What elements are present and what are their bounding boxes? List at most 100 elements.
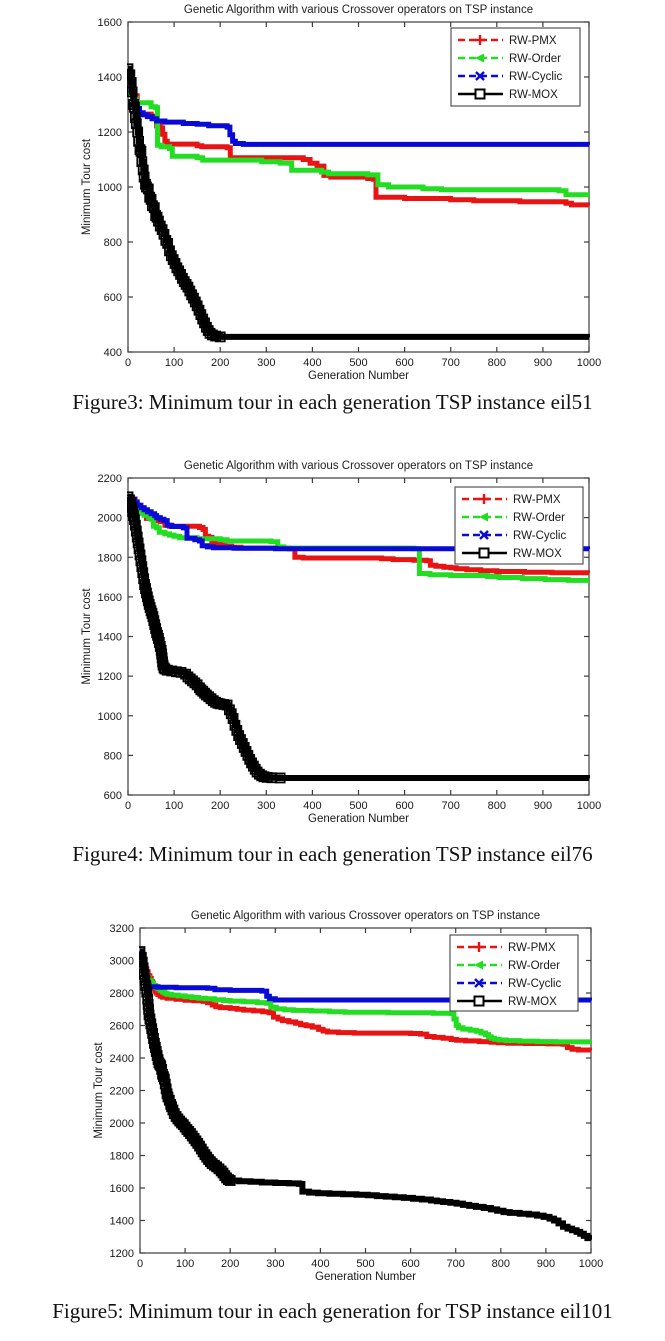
y-axis-label: Minimum Tour cost	[81, 588, 93, 685]
x-tick-label: 0	[137, 1258, 143, 1270]
x-tick-label: 700	[447, 1258, 465, 1270]
chart-eil101: Genetic Algorithm with various Crossover…	[93, 910, 603, 1283]
chart-title: Genetic Algorithm with various Crossover…	[191, 910, 540, 922]
series-rw-mox	[127, 63, 590, 343]
x-tick-label: 900	[534, 357, 552, 369]
y-tick-label: 2000	[98, 513, 122, 525]
legend-label: RW-Order	[508, 960, 560, 972]
legend-label: RW-PMX	[509, 35, 557, 47]
y-axis-label: Minimum Tour cost	[81, 138, 93, 235]
y-tick-label: 1800	[110, 1151, 134, 1163]
x-tick-label: 900	[534, 800, 552, 812]
x-tick-label: 500	[349, 357, 367, 369]
legend-label: RW-PMX	[513, 494, 561, 506]
x-tick-label: 600	[401, 1258, 419, 1270]
x-tick-label: 600	[395, 800, 413, 812]
y-tick-label: 1600	[110, 1183, 134, 1195]
x-tick-label: 400	[311, 1258, 329, 1270]
y-tick-label: 2400	[110, 1053, 134, 1065]
chart-title: Genetic Algorithm with various Crossover…	[184, 460, 533, 472]
x-tick-label: 500	[349, 800, 367, 812]
x-tick-label: 800	[488, 800, 506, 812]
y-tick-label: 1400	[110, 1216, 134, 1228]
chart-title: Genetic Algorithm with various Crossover…	[184, 4, 533, 16]
y-tick-label: 1400	[98, 632, 122, 644]
legend-label: RW-Cyclic	[513, 530, 566, 542]
x-tick-label: 500	[356, 1258, 374, 1270]
y-tick-label: 3200	[110, 923, 134, 935]
legend-label: RW-Order	[509, 53, 561, 65]
legend: RW-PMX RW-Order RW-Cyclic RW-MOX	[449, 934, 579, 1012]
x-tick-label: 700	[442, 357, 460, 369]
x-tick-label: 800	[492, 1258, 510, 1270]
x-tick-label: 1000	[577, 800, 601, 812]
y-tick-label: 1800	[98, 552, 122, 564]
x-tick-label: 100	[165, 357, 183, 369]
y-tick-label: 800	[104, 750, 122, 762]
y-tick-label: 600	[104, 790, 122, 802]
axes	[139, 927, 592, 1254]
y-tick-label: 1000	[98, 711, 122, 723]
series-rw-mox	[139, 946, 592, 1242]
legend-label: RW-Order	[513, 512, 565, 524]
y-tick-label: 2200	[98, 473, 122, 485]
y-tick-label: 1600	[98, 592, 122, 604]
x-axis-label: Generation Number	[315, 1271, 416, 1283]
x-tick-label: 0	[125, 357, 131, 369]
x-axis-label: Generation Number	[308, 370, 409, 382]
x-axis-label: Generation Number	[308, 813, 409, 825]
y-tick-label: 1400	[98, 72, 122, 84]
y-tick-label: 600	[104, 292, 122, 304]
series-rw-order	[128, 90, 590, 198]
series-rw-order	[128, 498, 590, 583]
figure-3-block: Genetic Algorithm with various Crossover…	[0, 0, 665, 450]
y-tick-label: 2000	[110, 1118, 134, 1130]
legend-label: RW-MOX	[508, 996, 557, 1008]
x-tick-label: 300	[257, 800, 275, 812]
y-tick-label: 2200	[110, 1086, 134, 1098]
y-axis-label: Minimum Tour cost	[93, 1042, 105, 1139]
y-tick-label: 1200	[98, 671, 122, 683]
legend-label: RW-PMX	[508, 942, 556, 954]
legend-label: RW-Cyclic	[509, 71, 562, 83]
axes	[127, 477, 590, 796]
x-tick-label: 900	[537, 1258, 555, 1270]
x-tick-label: 200	[221, 1258, 239, 1270]
legend-label: RW-MOX	[513, 548, 562, 560]
x-tick-label: 1000	[577, 357, 601, 369]
legend: RW-PMX RW-Order RW-Cyclic RW-MOX	[450, 27, 581, 107]
series-rw-pmx	[139, 956, 592, 1053]
x-tick-label: 600	[395, 357, 413, 369]
figure-4-block: Genetic Algorithm with various Crossover…	[0, 450, 665, 900]
x-tick-label: 100	[176, 1258, 194, 1270]
y-tick-label: 2600	[110, 1021, 134, 1033]
y-tick-label: 1200	[110, 1248, 134, 1260]
figure-5-block: Genetic Algorithm with various Crossover…	[0, 900, 665, 1341]
legend-label: RW-MOX	[509, 89, 558, 101]
chart-eil51: Genetic Algorithm with various Crossover…	[81, 4, 601, 382]
caption-figure4: Figure4: Minimum tour in each generation…	[72, 842, 593, 866]
x-tick-label: 300	[266, 1258, 284, 1270]
x-tick-label: 100	[165, 800, 183, 812]
x-tick-label: 200	[211, 800, 229, 812]
series-rw-mox	[127, 491, 590, 784]
y-tick-label: 3000	[110, 956, 134, 968]
y-tick-label: 1600	[98, 17, 122, 29]
series-rw-cyclic	[128, 495, 590, 552]
x-tick-label: 700	[442, 800, 460, 812]
x-tick-label: 400	[303, 800, 321, 812]
y-tick-label: 2800	[110, 988, 134, 1000]
y-tick-label: 1200	[98, 127, 122, 139]
x-tick-label: 800	[488, 357, 506, 369]
y-tick-label: 400	[104, 347, 122, 359]
axes	[127, 21, 590, 353]
x-tick-label: 200	[211, 357, 229, 369]
caption-figure5: Figure5: Minimum tour in each generation…	[52, 1299, 613, 1323]
legend-label: RW-Cyclic	[508, 978, 561, 990]
chart-eil76: Genetic Algorithm with various Crossover…	[81, 460, 601, 825]
y-tick-label: 1000	[98, 182, 122, 194]
legend: RW-PMX RW-Order RW-Cyclic RW-MOX	[454, 486, 584, 565]
x-tick-label: 1000	[579, 1258, 603, 1270]
caption-figure3: Figure3: Minimum tour in each generation…	[72, 390, 593, 414]
